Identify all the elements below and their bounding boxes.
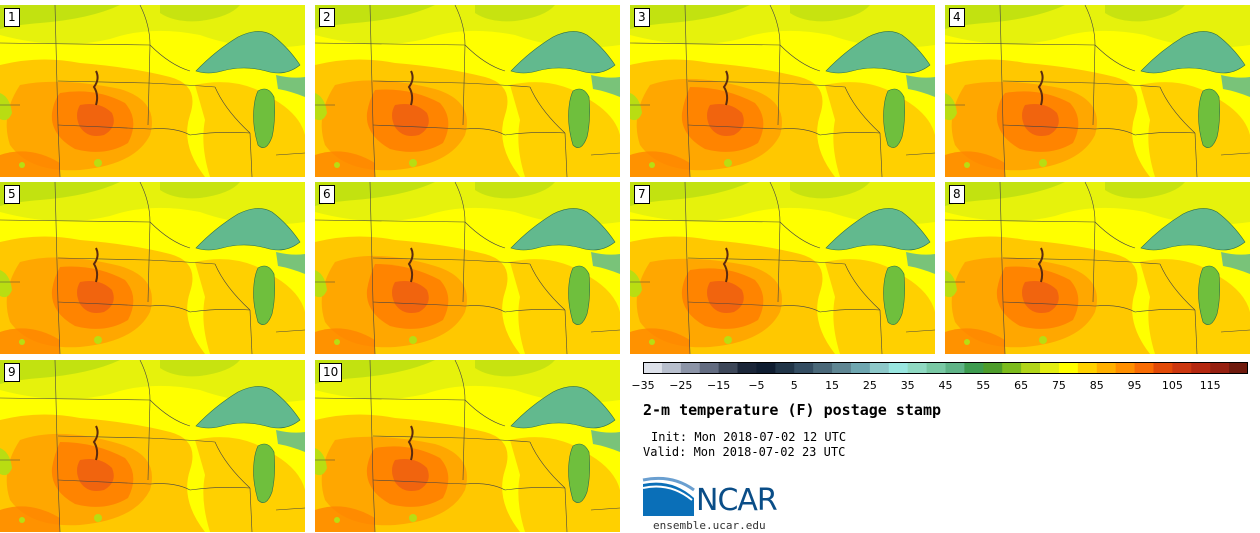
colorbar-tick-label: −35 [631, 379, 655, 392]
temperature-map [315, 182, 620, 354]
colorbar-segment [945, 362, 965, 374]
colorbar-segment [888, 362, 909, 374]
temperature-map [945, 182, 1250, 354]
colorbar-segment [775, 362, 795, 374]
ncar-logo-icon [642, 476, 695, 516]
colorbar-tick-label: 15 [825, 379, 840, 392]
member-label: 4 [949, 8, 965, 27]
colorbar-tick-label: 25 [862, 379, 877, 392]
colorbar-segment [1021, 362, 1041, 374]
temperature-map [0, 5, 305, 177]
temperature-map [945, 5, 1250, 177]
colorbar-tick-label: 85 [1089, 379, 1104, 392]
member-panel-4: 4 [945, 5, 1250, 177]
member-label: 5 [4, 185, 20, 204]
member-label: 7 [634, 185, 650, 204]
colorbar-tick-label: 115 [1199, 379, 1221, 392]
colorbar-tick-label: 5 [790, 379, 798, 392]
member-panel-2: 2 [315, 5, 620, 177]
member-panel-10: 10 [315, 360, 620, 532]
colorbar-tick-label: 65 [1014, 379, 1029, 392]
temperature-map [0, 182, 305, 354]
colorbar-segment [1115, 362, 1136, 374]
colorbar-segment [680, 362, 701, 374]
colorbar-segment [1096, 362, 1117, 374]
colorbar: −35 −25 −15 −5 5 15 25 35 45 55 65 75 85 95 105 115 [631, 362, 1249, 394]
colorbar-segment [1172, 362, 1192, 374]
colorbar-segment [643, 362, 663, 374]
colorbar-segment [1002, 362, 1022, 374]
colorbar-segment [794, 362, 814, 374]
temperature-map [0, 360, 305, 532]
member-panel-6: 6 [315, 182, 620, 354]
member-label: 2 [319, 8, 335, 27]
colorbar-segment [1153, 362, 1173, 374]
colorbar-segment [1077, 362, 1098, 374]
colorbar-segment [869, 362, 890, 374]
colorbar-segment [699, 362, 720, 374]
member-label: 6 [319, 185, 335, 204]
colorbar-segment [1058, 362, 1079, 374]
colorbar-tick-label: −5 [748, 379, 765, 392]
member-label: 10 [319, 363, 343, 382]
colorbar-tick-label: 75 [1051, 379, 1066, 392]
member-panel-7: 7 [630, 182, 935, 354]
colorbar-tick-label: −15 [707, 379, 731, 392]
member-panel-5: 5 [0, 182, 305, 354]
colorbar-segment [813, 362, 833, 374]
colorbar-segment [1191, 362, 1211, 374]
colorbar-tick-label: 95 [1127, 379, 1142, 392]
valid-time: Valid: Mon 2018-07-02 23 UTC [643, 445, 846, 459]
member-panel-1: 1 [0, 5, 305, 177]
member-label: 1 [4, 8, 20, 27]
member-label: 9 [4, 363, 20, 382]
colorbar-segment [756, 362, 776, 374]
colorbar-tick-label: 55 [976, 379, 991, 392]
member-label: 3 [634, 8, 650, 27]
figure-title: 2-m temperature (F) postage stamp [643, 401, 942, 419]
website-url: ensemble.ucar.edu [653, 519, 766, 532]
colorbar-tick-label: 105 [1161, 379, 1183, 392]
temperature-map [630, 182, 935, 354]
colorbar-segment [737, 362, 757, 374]
colorbar-tick-label: 45 [938, 379, 953, 392]
member-panel-3: 3 [630, 5, 935, 177]
colorbar-segment [832, 362, 852, 374]
colorbar-tick-label: −25 [669, 379, 693, 392]
temperature-map [630, 5, 935, 177]
colorbar-tick-labels: −35 −25 −15 −5 5 15 25 35 45 55 65 75 85 95 105 115 [631, 379, 1248, 393]
member-panel-9: 9 [0, 360, 305, 532]
colorbar-segment [907, 362, 928, 374]
ncar-logo-text: NCAR [696, 483, 778, 518]
colorbar-segment [1134, 362, 1154, 374]
colorbar-segment [964, 362, 984, 374]
temperature-map [315, 360, 620, 532]
member-panel-8: 8 [945, 182, 1250, 354]
colorbar-segment [850, 362, 871, 374]
colorbar-bar [643, 362, 1249, 374]
colorbar-tick-label: 35 [900, 379, 915, 392]
colorbar-segment [983, 362, 1003, 374]
colorbar-segment [661, 362, 682, 374]
temperature-map [315, 5, 620, 177]
colorbar-segment [718, 362, 739, 374]
colorbar-segment [1229, 362, 1249, 374]
colorbar-segment [1040, 362, 1060, 374]
member-label: 8 [949, 185, 965, 204]
colorbar-segment [1210, 362, 1230, 374]
init-time: Init: Mon 2018-07-02 12 UTC [651, 430, 847, 444]
colorbar-segment [926, 362, 946, 374]
